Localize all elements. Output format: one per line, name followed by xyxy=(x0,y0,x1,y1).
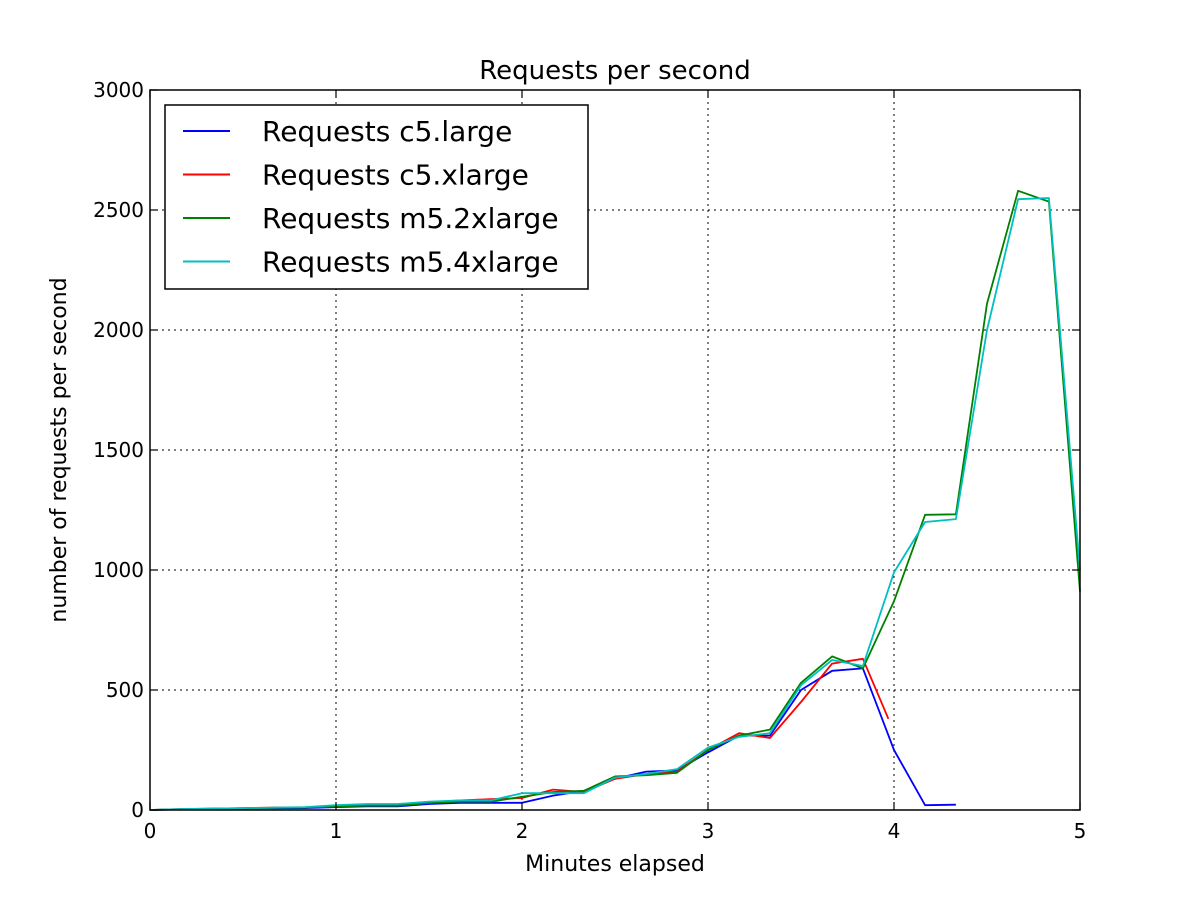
x-tick-labels: 0 1 2 3 4 5 xyxy=(144,819,1087,843)
chart-title: Requests per second xyxy=(479,56,751,86)
x-axis-label: Minutes elapsed xyxy=(525,852,705,877)
x-tick-label: 3 xyxy=(702,819,715,843)
x-tick-label: 0 xyxy=(144,819,157,843)
legend-label: Requests m5.4xlarge xyxy=(262,246,559,279)
y-tick-label: 2000 xyxy=(93,318,144,342)
y-tick-labels: 0 500 1000 1500 2000 2500 3000 xyxy=(93,78,144,822)
y-tick-label: 500 xyxy=(106,678,144,702)
x-tick-label: 1 xyxy=(330,819,343,843)
y-tick-label: 2500 xyxy=(93,198,144,222)
y-tick-label: 3000 xyxy=(93,78,144,102)
series-line xyxy=(149,657,890,811)
x-tick-label: 5 xyxy=(1074,819,1087,843)
y-axis-label: number of requests per second xyxy=(47,277,72,622)
y-tick-label: 1000 xyxy=(93,558,144,582)
legend: Requests c5.large Requests c5.xlarge Reque… xyxy=(164,104,589,290)
axis-ticks xyxy=(149,89,1081,811)
y-tick-label: 1500 xyxy=(93,438,144,462)
legend-label: Requests m5.2xlarge xyxy=(262,202,559,235)
legend-items: Requests c5.large Requests c5.xlarge Reque… xyxy=(183,115,559,279)
legend-label: Requests c5.large xyxy=(262,115,512,148)
x-tick-label: 2 xyxy=(516,819,529,843)
legend-box xyxy=(164,104,589,290)
legend-label: Requests c5.xlarge xyxy=(262,159,529,192)
y-tick-label: 0 xyxy=(131,798,144,822)
series-lines xyxy=(149,189,1081,811)
x-tick-label: 4 xyxy=(888,819,901,843)
series-line xyxy=(149,197,1081,811)
